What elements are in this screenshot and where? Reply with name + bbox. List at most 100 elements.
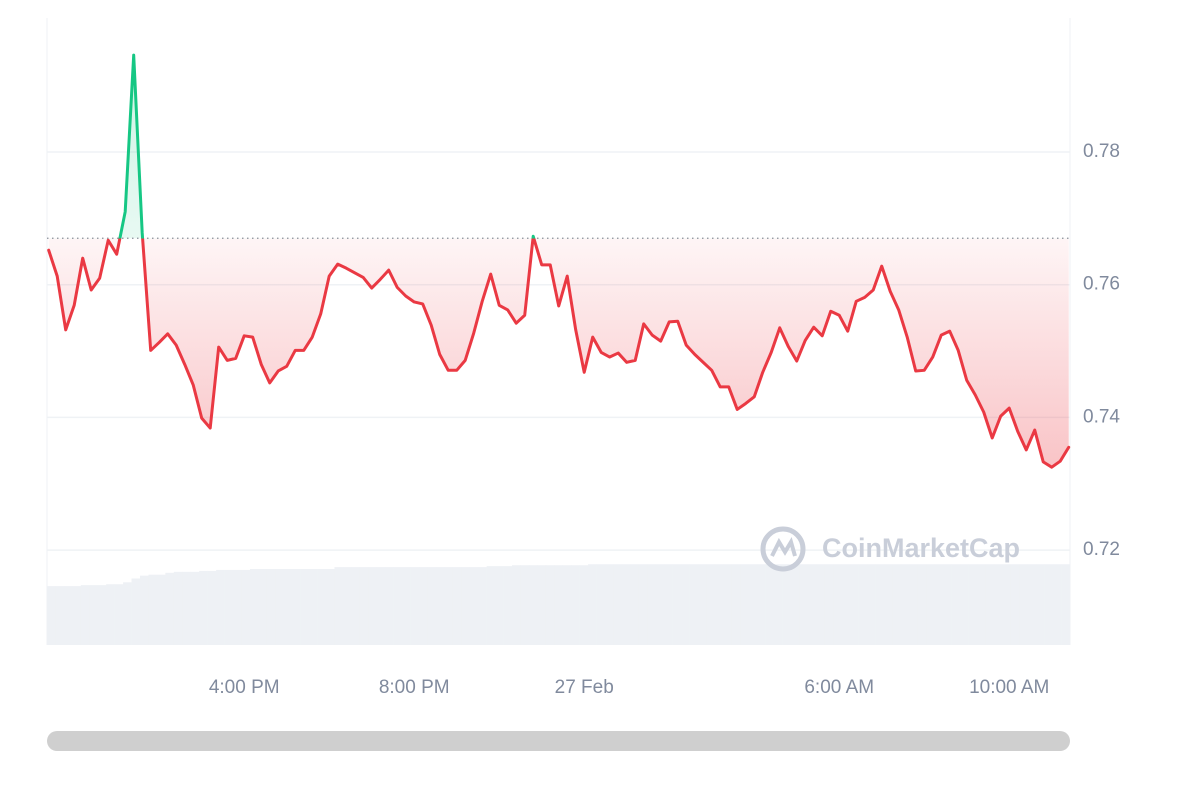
volume-bar [943, 564, 952, 645]
volume-bar [926, 564, 936, 645]
volume-bar [1061, 564, 1071, 645]
volume-bar [190, 571, 200, 645]
volume-bar [1002, 564, 1012, 645]
volume-bar [283, 569, 293, 645]
volume-bar [317, 569, 327, 645]
volume-bar [892, 564, 902, 645]
volume-bar [655, 564, 665, 645]
volume-bar [72, 586, 82, 645]
volume-bar [731, 564, 741, 645]
volume-bar [545, 565, 555, 645]
y-tick-label: 0.76 [1083, 274, 1120, 295]
volume-bar [824, 564, 834, 645]
volume-bar [427, 567, 437, 645]
volume-bar [131, 578, 141, 645]
volume-bar [309, 569, 318, 645]
volume-bar [444, 567, 454, 645]
volume-bar [486, 566, 496, 645]
volume-bar [917, 564, 927, 645]
volume-bar [351, 567, 361, 645]
y-tick-label: 0.78 [1083, 141, 1120, 162]
volume-bar [698, 564, 707, 645]
volume-bar [520, 565, 530, 645]
volume-bar [503, 566, 513, 645]
volume-bar [419, 567, 428, 645]
volume-bar [748, 564, 758, 645]
price-area [48, 55, 1069, 468]
volume-bar [123, 582, 132, 645]
volume-bar [368, 567, 378, 645]
volume-bar [326, 569, 335, 645]
volume-bar [140, 575, 149, 645]
volume-bar [858, 564, 868, 645]
volume-bar [97, 585, 107, 645]
volume-bar [833, 564, 843, 645]
volume-bar [1036, 564, 1045, 645]
volume-bar [435, 567, 445, 645]
volume-bar [884, 564, 893, 645]
volume-bar [807, 564, 817, 645]
volume-bar [774, 564, 783, 645]
volume-bar [334, 567, 344, 645]
volume-bar [596, 564, 606, 645]
volume-bar [241, 569, 251, 645]
volume-bar [562, 565, 572, 645]
volume-bar [1027, 564, 1037, 645]
volume-bar [588, 564, 597, 645]
volume-bar [410, 567, 420, 645]
volume-bar [1010, 564, 1020, 645]
volume-bar [148, 574, 158, 645]
volume-bar [571, 565, 580, 645]
y-tick-label: 0.72 [1083, 539, 1120, 560]
volume-bar [216, 569, 225, 645]
volume-bar [791, 564, 800, 645]
volume-bar [376, 567, 386, 645]
volume-bar [266, 569, 276, 645]
volume-bar [393, 567, 403, 645]
volume-bar [182, 571, 192, 645]
volume-bar [359, 567, 369, 645]
volume-bar [934, 564, 944, 645]
volume-bar [579, 565, 589, 645]
volume-bar [275, 569, 285, 645]
volume-bar [469, 567, 479, 645]
volume-bar [63, 586, 73, 645]
volume-bar [173, 571, 183, 645]
volume-bar [757, 564, 766, 645]
volume-bar [672, 564, 682, 645]
volume-bar [292, 569, 301, 645]
volume-bar [300, 569, 310, 645]
volume-bar [638, 564, 648, 645]
volume-bar [867, 564, 876, 645]
volume-bar [199, 570, 208, 645]
watermark-logo [760, 526, 806, 572]
volume-bar [875, 564, 885, 645]
volume-bar [385, 567, 394, 645]
volume-bar [613, 564, 623, 645]
volume-bar [782, 564, 792, 645]
volume-bar [977, 564, 986, 645]
volume-bar [689, 564, 699, 645]
volume-bar [452, 567, 462, 645]
volume-bar [258, 569, 268, 645]
watermark-text: CoinMarketCap [822, 533, 1020, 563]
volume-bar [816, 564, 826, 645]
volume-bar [478, 567, 487, 645]
watermark: CoinMarketCap [760, 526, 1020, 572]
volume-bar [89, 585, 99, 645]
x-tick-label: 8:00 PM [379, 677, 450, 698]
volume-bar [850, 564, 859, 645]
volume-bar [233, 569, 242, 645]
volume-bar [528, 565, 538, 645]
price-line [47, 53, 1071, 469]
volume-bar [156, 574, 166, 645]
volume-bar [342, 567, 352, 645]
volume-bar [681, 564, 690, 645]
watermark-logo-m [770, 537, 797, 557]
volume-bar [402, 567, 411, 645]
volume-bar [249, 569, 259, 645]
scrollbar[interactable] [47, 731, 1070, 751]
volume-bar [900, 564, 910, 645]
volume-bar [207, 570, 217, 645]
